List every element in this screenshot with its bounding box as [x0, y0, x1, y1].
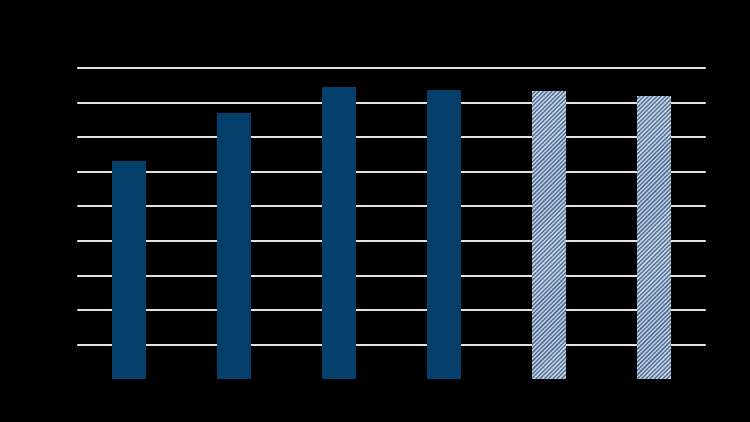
gridline: [77, 101, 706, 104]
gridline: [77, 274, 706, 277]
bar-solid: [112, 161, 147, 380]
gridline: [77, 205, 706, 208]
gridline: [77, 136, 706, 139]
gridline: [77, 170, 706, 173]
bar-solid: [217, 112, 252, 380]
bar-solid: [322, 87, 357, 380]
gridline: [77, 240, 706, 242]
bar-solid: [426, 90, 461, 380]
bar-hatched: [531, 91, 566, 380]
gridline: [77, 309, 706, 312]
gridline: [77, 67, 706, 69]
bar-hatched: [636, 95, 671, 380]
gridline: [77, 343, 706, 346]
